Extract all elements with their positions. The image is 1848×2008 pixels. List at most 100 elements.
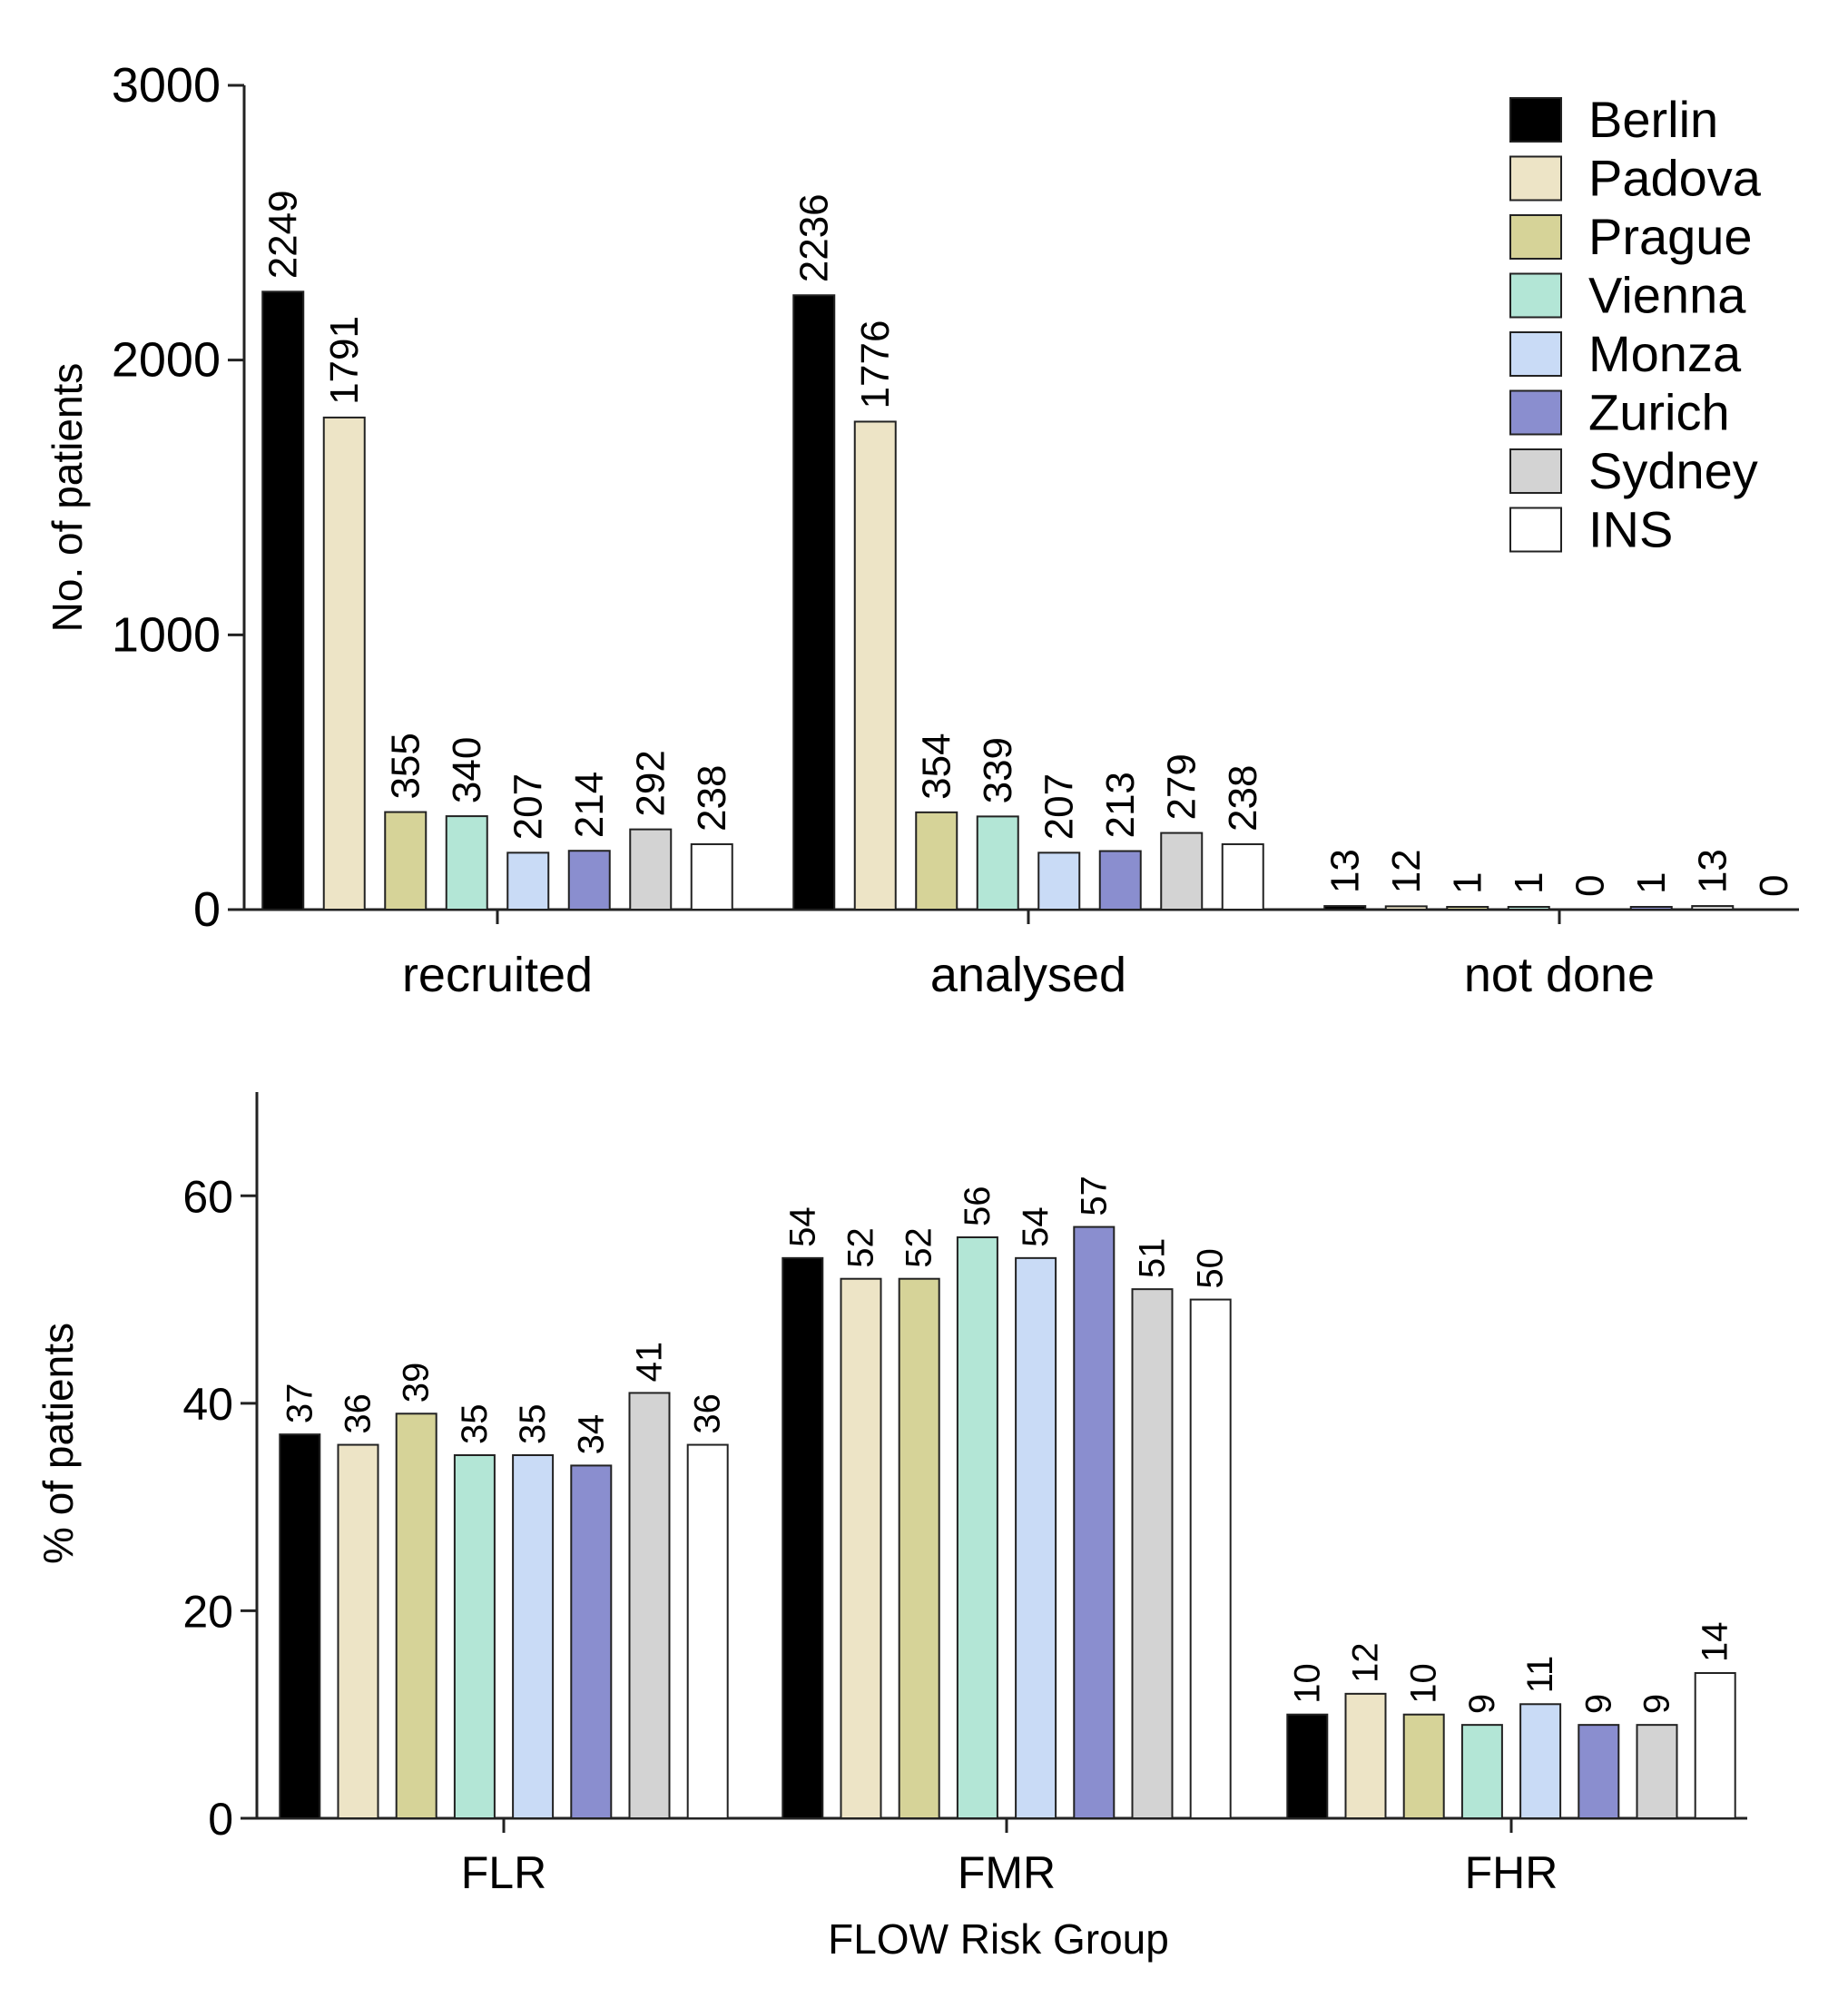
- category-label-fhr: FHR: [1465, 1847, 1558, 1898]
- value-label-sydney-flr: 41: [630, 1342, 670, 1383]
- value-label-prague-recruited: 355: [383, 733, 428, 799]
- value-label-ins-analysed: 238: [1221, 765, 1265, 832]
- legend: BerlinPadovaPragueViennaMonzaZurichSydne…: [1509, 91, 1762, 558]
- chart1-y-axis-title: No. of patients: [44, 363, 91, 633]
- bar-berlin-not-done: [1323, 905, 1367, 910]
- bar-berlin-fhr: [1286, 1713, 1329, 1819]
- bar-zurich-recruited: [567, 850, 611, 910]
- value-label-vienna-analysed: 339: [976, 737, 1020, 803]
- bar-ins-fhr: [1694, 1672, 1736, 1819]
- bar-vienna-flr: [453, 1454, 496, 1819]
- bar-zurich-fhr: [1578, 1724, 1620, 1819]
- bar-prague-not-done: [1446, 906, 1489, 910]
- value-label-ins-fmr: 50: [1191, 1248, 1231, 1289]
- c2-ytick-label: 0: [208, 1794, 233, 1845]
- bar-padova-fmr: [840, 1277, 882, 1819]
- bar-prague-recruited: [384, 811, 428, 911]
- bar-zurich-not-done: [1629, 906, 1673, 910]
- bar-prague-fhr: [1402, 1713, 1445, 1819]
- value-label-berlin-not-done: 13: [1322, 849, 1367, 893]
- value-label-ins-not-done: 0: [1752, 875, 1796, 897]
- value-label-vienna-fmr: 56: [958, 1186, 998, 1227]
- value-label-padova-fmr: 52: [841, 1227, 881, 1268]
- category-label-not-done: not done: [1464, 948, 1655, 1002]
- bar-vienna-fmr: [956, 1236, 998, 1819]
- value-label-sydney-not-done: 13: [1690, 849, 1735, 893]
- value-label-zurich-flr: 34: [571, 1414, 611, 1455]
- category-label-flr: FLR: [461, 1847, 546, 1898]
- value-label-prague-fmr: 52: [899, 1227, 939, 1268]
- bar-berlin-analysed: [792, 294, 836, 911]
- value-label-padova-analysed: 1776: [853, 320, 898, 409]
- value-label-vienna-recruited: 340: [445, 737, 489, 803]
- value-label-monza-recruited: 207: [506, 773, 550, 840]
- legend-label-padova: Padova: [1588, 150, 1762, 207]
- c1-ytick-label: 1000: [112, 607, 221, 662]
- bar-padova-not-done: [1384, 905, 1428, 910]
- chart2-x-axis-title: FLOW Risk Group: [828, 1915, 1169, 1963]
- bar-berlin-flr: [279, 1433, 321, 1819]
- legend-swatch-monza: [1509, 331, 1562, 377]
- bar-padova-flr: [337, 1443, 379, 1819]
- bar-padova-fhr: [1344, 1692, 1387, 1820]
- value-label-sydney-analysed: 279: [1159, 753, 1204, 820]
- bar-zurich-fmr: [1073, 1225, 1116, 1819]
- bar-monza-fhr: [1519, 1703, 1562, 1820]
- bar-vienna-analysed: [976, 815, 1019, 910]
- bar-sydney-not-done: [1691, 905, 1735, 910]
- value-label-prague-fhr: 10: [1404, 1663, 1444, 1704]
- bar-padova-recruited: [322, 416, 366, 910]
- legend-swatch-prague: [1509, 214, 1562, 260]
- value-label-ins-recruited: 238: [690, 765, 734, 832]
- bar-monza-fmr: [1015, 1256, 1057, 1820]
- legend-swatch-berlin: [1509, 97, 1562, 143]
- value-label-berlin-fmr: 54: [782, 1206, 822, 1247]
- category-label-fmr: FMR: [958, 1847, 1056, 1898]
- bar-zurich-analysed: [1098, 850, 1142, 910]
- legend-label-monza: Monza: [1588, 325, 1742, 382]
- category-label-recruited: recruited: [402, 948, 593, 1002]
- bar-ins-fmr: [1189, 1298, 1232, 1819]
- c2-ytick-label: 60: [182, 1171, 233, 1222]
- c1-ytick-label: 2000: [112, 333, 221, 388]
- value-label-vienna-flr: 35: [455, 1404, 495, 1445]
- value-label-prague-flr: 39: [397, 1363, 437, 1403]
- value-label-zurich-not-done: 1: [1629, 872, 1674, 894]
- value-label-sydney-fhr: 9: [1637, 1694, 1677, 1714]
- legend-swatch-zurich: [1509, 389, 1562, 436]
- bar-prague-flr: [395, 1412, 437, 1820]
- chart2-y-axis-title: % of patients: [34, 1323, 82, 1564]
- value-label-monza-fhr: 11: [1520, 1656, 1560, 1694]
- bar-zurich-flr: [570, 1464, 613, 1820]
- bar-padova-analysed: [853, 420, 897, 910]
- value-label-berlin-flr: 37: [280, 1383, 319, 1424]
- legend-swatch-vienna: [1509, 272, 1562, 319]
- category-label-analysed: analysed: [930, 948, 1126, 1002]
- bar-ins-analysed: [1221, 842, 1264, 910]
- value-label-zurich-fhr: 9: [1578, 1694, 1618, 1714]
- bar-berlin-recruited: [261, 290, 305, 910]
- value-label-vienna-fhr: 9: [1462, 1694, 1502, 1714]
- bar-berlin-fmr: [781, 1256, 824, 1820]
- c1-ytick-label: 0: [193, 882, 221, 937]
- value-label-ins-flr: 36: [688, 1393, 728, 1434]
- value-label-zurich-analysed: 213: [1098, 772, 1143, 838]
- bar-sydney-fhr: [1636, 1724, 1678, 1819]
- c1-ytick-label: 3000: [112, 58, 221, 113]
- bar-sydney-fmr: [1131, 1288, 1174, 1819]
- bar-prague-fmr: [898, 1277, 940, 1819]
- value-label-zurich-fmr: 57: [1074, 1176, 1114, 1216]
- bar-sydney-analysed: [1160, 832, 1204, 911]
- value-label-berlin-recruited: 2249: [260, 190, 305, 279]
- value-label-padova-flr: 36: [339, 1393, 378, 1434]
- legend-swatch-ins: [1509, 507, 1562, 553]
- bar-vienna-fhr: [1460, 1724, 1503, 1819]
- value-label-monza-not-done: 0: [1568, 875, 1612, 897]
- c2-ytick-label: 20: [182, 1586, 233, 1637]
- value-label-zurich-recruited: 214: [567, 772, 612, 838]
- value-label-prague-not-done: 1: [1445, 872, 1489, 894]
- bar-monza-analysed: [1037, 851, 1081, 911]
- legend-label-berlin: Berlin: [1588, 91, 1718, 148]
- value-label-prague-analysed: 354: [914, 733, 958, 799]
